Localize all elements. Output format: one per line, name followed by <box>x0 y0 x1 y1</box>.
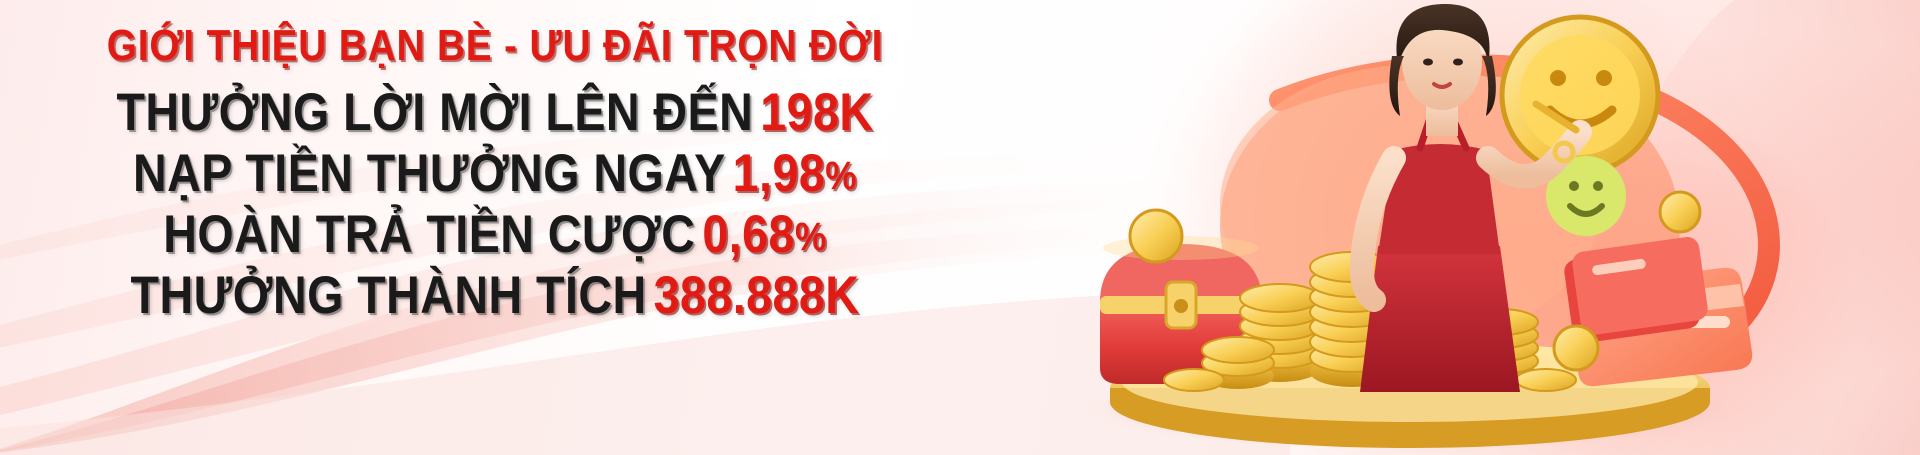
offer-row-1: THƯỞNG LỜI MỜI LÊN ĐẾN 198K <box>59 86 930 139</box>
offer-label-2: NẠP TIỀN THƯỞNG NGAY <box>133 144 726 203</box>
face <box>1402 14 1482 110</box>
offer-value-2: 1,98% <box>733 144 857 203</box>
hair <box>1396 3 1490 67</box>
loose-coin-5 <box>1658 190 1702 234</box>
offer-value-4: 388.888K <box>654 266 860 325</box>
offer-row-2: NẠP TIỀN THƯỞNG NGAY 1,98% <box>59 147 930 200</box>
arm-left <box>1349 146 1406 312</box>
promo-copy-block: GIỚI THIỆU BẠN BÈ - ƯU ĐÃI TRỌN ĐỜI THƯỞ… <box>0 24 990 330</box>
offer-amount-4: 388.888K <box>653 266 860 325</box>
woman-in-red-dress <box>1349 3 1592 392</box>
offer-value-3: 0,68% <box>702 205 826 264</box>
smiley-gold-coin <box>1499 14 1661 176</box>
bracelet <box>1552 140 1576 164</box>
loose-coin-2 <box>1515 368 1577 392</box>
card-stack <box>1564 237 1708 343</box>
loose-coin-1 <box>1163 368 1225 392</box>
dress-skirt <box>1360 246 1520 392</box>
headline: GIỚI THIỆU BẠN BÈ - ƯU ĐÃI TRỌN ĐỜI <box>106 21 884 70</box>
offer-label-1: THƯỞNG LỜI MỜI LÊN ĐẾN <box>116 83 754 142</box>
offer-amount-3: 0,68 <box>702 205 795 264</box>
offer-amount-1: 198K <box>760 83 874 142</box>
offer-row-3: HOÀN TRẢ TIỀN CƯỢC 0,68% <box>59 208 930 261</box>
offer-row-4: THƯỞNG THÀNH TÍCH 388.888K <box>59 269 930 322</box>
offer-label-4: THƯỞNG THÀNH TÍCH <box>130 266 647 325</box>
promotion-illustration <box>1080 3 1780 450</box>
offer-unit-2: % <box>825 154 857 198</box>
loose-coin-3 <box>1552 324 1600 372</box>
offer-amount-2: 1,98 <box>732 144 826 203</box>
offer-value-1: 198K <box>760 83 873 142</box>
offer-unit-3: % <box>794 215 827 259</box>
gold-wand <box>1532 100 1580 134</box>
offer-label-3: HOÀN TRẢ TIỀN CƯỢC <box>163 205 696 264</box>
smiley-ball <box>1546 156 1626 236</box>
dress-bodice <box>1378 144 1500 254</box>
loose-coin-4 <box>1128 208 1184 264</box>
